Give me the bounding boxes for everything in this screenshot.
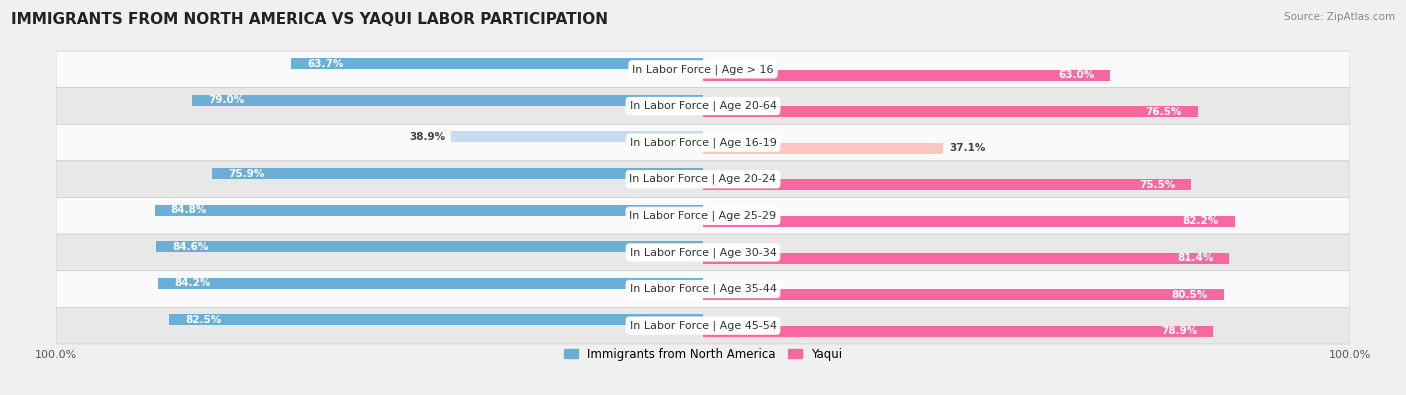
Bar <box>212 168 703 179</box>
Bar <box>703 289 1223 300</box>
FancyBboxPatch shape <box>56 198 1350 234</box>
Text: In Labor Force | Age 20-24: In Labor Force | Age 20-24 <box>630 174 776 184</box>
Bar <box>159 278 703 289</box>
Text: 84.2%: 84.2% <box>174 278 211 288</box>
Bar <box>451 132 703 143</box>
Text: In Labor Force | Age 35-44: In Labor Force | Age 35-44 <box>630 284 776 294</box>
Text: 75.5%: 75.5% <box>1139 180 1175 190</box>
Bar <box>703 143 943 154</box>
Text: 81.4%: 81.4% <box>1177 253 1213 263</box>
Text: 75.9%: 75.9% <box>228 169 264 179</box>
Bar <box>703 326 1213 337</box>
Text: In Labor Force | Age > 16: In Labor Force | Age > 16 <box>633 64 773 75</box>
Bar <box>155 205 703 216</box>
Text: In Labor Force | Age 30-34: In Labor Force | Age 30-34 <box>630 247 776 258</box>
Bar <box>703 252 1229 263</box>
Text: Source: ZipAtlas.com: Source: ZipAtlas.com <box>1284 12 1395 22</box>
FancyBboxPatch shape <box>56 88 1350 124</box>
Text: 79.0%: 79.0% <box>208 95 245 105</box>
Bar <box>703 70 1111 81</box>
Text: 63.0%: 63.0% <box>1059 70 1094 80</box>
Bar <box>703 106 1198 117</box>
FancyBboxPatch shape <box>56 161 1350 198</box>
Text: 84.8%: 84.8% <box>170 205 207 215</box>
Text: 76.5%: 76.5% <box>1146 107 1181 117</box>
FancyBboxPatch shape <box>56 51 1350 88</box>
Bar <box>193 95 703 106</box>
FancyBboxPatch shape <box>56 271 1350 307</box>
Text: In Labor Force | Age 20-64: In Labor Force | Age 20-64 <box>630 101 776 111</box>
FancyBboxPatch shape <box>56 124 1350 161</box>
Text: 80.5%: 80.5% <box>1171 290 1208 300</box>
Bar <box>703 216 1234 227</box>
FancyBboxPatch shape <box>56 307 1350 344</box>
Text: 84.6%: 84.6% <box>172 242 208 252</box>
Text: 82.2%: 82.2% <box>1182 216 1219 226</box>
Text: 78.9%: 78.9% <box>1161 326 1197 336</box>
Text: IMMIGRANTS FROM NORTH AMERICA VS YAQUI LABOR PARTICIPATION: IMMIGRANTS FROM NORTH AMERICA VS YAQUI L… <box>11 12 609 27</box>
Bar <box>170 314 703 325</box>
Text: 82.5%: 82.5% <box>186 315 222 325</box>
Bar <box>156 241 703 252</box>
Bar <box>291 58 703 69</box>
Text: In Labor Force | Age 45-54: In Labor Force | Age 45-54 <box>630 320 776 331</box>
Text: In Labor Force | Age 25-29: In Labor Force | Age 25-29 <box>630 211 776 221</box>
Text: 38.9%: 38.9% <box>409 132 444 142</box>
Text: 37.1%: 37.1% <box>949 143 986 153</box>
Bar <box>703 179 1191 190</box>
Legend: Immigrants from North America, Yaqui: Immigrants from North America, Yaqui <box>560 343 846 366</box>
FancyBboxPatch shape <box>56 234 1350 271</box>
Text: In Labor Force | Age 16-19: In Labor Force | Age 16-19 <box>630 137 776 148</box>
Text: 63.7%: 63.7% <box>307 59 343 69</box>
